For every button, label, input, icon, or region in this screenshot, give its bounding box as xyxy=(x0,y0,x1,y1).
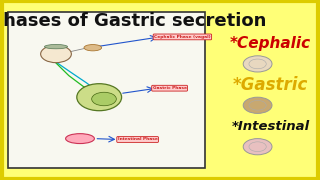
Text: Phases of Gastric secretion: Phases of Gastric secretion xyxy=(0,12,266,30)
Circle shape xyxy=(243,97,272,113)
Text: Cephalic Phase (vagal): Cephalic Phase (vagal) xyxy=(154,35,211,39)
Ellipse shape xyxy=(66,134,94,144)
Text: *Cephalic: *Cephalic xyxy=(230,36,311,51)
Ellipse shape xyxy=(84,44,102,51)
Text: Gastric Phase: Gastric Phase xyxy=(153,86,187,90)
Ellipse shape xyxy=(77,84,122,111)
Circle shape xyxy=(243,56,272,72)
Text: *Gastric: *Gastric xyxy=(233,76,308,94)
Text: Intestinal Phase: Intestinal Phase xyxy=(118,138,157,141)
Ellipse shape xyxy=(92,92,116,106)
Text: *Intestinal: *Intestinal xyxy=(231,120,309,132)
FancyBboxPatch shape xyxy=(8,12,205,168)
Circle shape xyxy=(243,139,272,155)
Ellipse shape xyxy=(44,44,68,49)
Circle shape xyxy=(41,45,71,63)
